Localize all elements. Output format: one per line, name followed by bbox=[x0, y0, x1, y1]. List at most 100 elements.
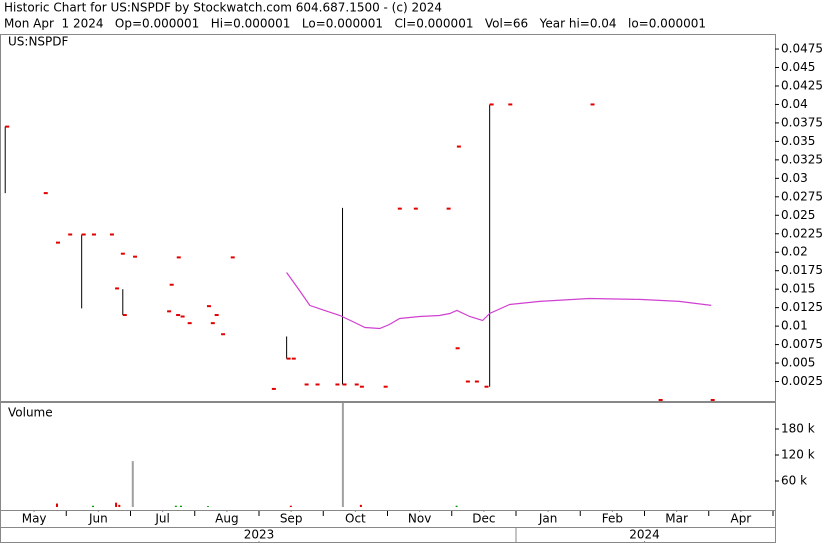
close-mark bbox=[91, 233, 96, 236]
close-mark bbox=[43, 192, 48, 195]
close-mark bbox=[291, 357, 296, 360]
year-tick-label: 2024 bbox=[629, 528, 660, 542]
y-tick-label: 0.0475 bbox=[781, 42, 823, 56]
close-mark bbox=[397, 207, 402, 210]
close-mark bbox=[474, 380, 479, 383]
x-tick-label: Apr bbox=[730, 512, 751, 526]
close-mark bbox=[710, 398, 715, 401]
close-mark bbox=[446, 207, 451, 210]
volume-bar bbox=[289, 505, 292, 507]
close-mark bbox=[590, 103, 595, 106]
volume-label: Volume bbox=[8, 406, 53, 420]
close-mark bbox=[120, 252, 125, 255]
y-tick-label: 0.0125 bbox=[781, 300, 823, 314]
y-tick-label: 0.03 bbox=[781, 171, 808, 185]
x-tick-label: Aug bbox=[215, 512, 238, 526]
moving-average bbox=[286, 272, 712, 330]
y-tick-label: 0.0025 bbox=[781, 374, 823, 388]
x-tick-label: Jun bbox=[88, 512, 108, 526]
volume-bar bbox=[91, 505, 94, 507]
close-mark bbox=[5, 125, 10, 128]
close-mark bbox=[465, 380, 470, 383]
volume-tick-label: 120 k bbox=[781, 448, 815, 462]
x-tick-label: Jan bbox=[538, 512, 558, 526]
close-mark bbox=[187, 322, 192, 325]
close-mark bbox=[206, 305, 211, 308]
y-tick-label: 0.02 bbox=[781, 245, 808, 259]
close-mark bbox=[271, 387, 276, 390]
close-mark bbox=[342, 383, 347, 386]
close-mark bbox=[176, 256, 181, 259]
close-mark bbox=[335, 383, 340, 386]
close-mark bbox=[115, 287, 120, 290]
close-mark bbox=[221, 333, 226, 336]
y-tick-label: 0.0175 bbox=[781, 263, 823, 277]
x-tick-label: Jul bbox=[154, 512, 169, 526]
close-mark bbox=[286, 357, 291, 360]
close-mark bbox=[214, 314, 219, 317]
y-tick-label: 0.035 bbox=[781, 134, 815, 148]
y-tick-label: 0.005 bbox=[781, 356, 815, 370]
close-mark bbox=[455, 347, 460, 350]
y-tick-label: 0.025 bbox=[781, 208, 815, 222]
volume-tick-label: 60 k bbox=[781, 474, 807, 488]
chart-subtitle: Mon Apr 1 2024 Op=0.000001 Hi=0.000001 L… bbox=[4, 17, 706, 31]
x-tick-label: Oct bbox=[345, 512, 366, 526]
x-tick-label: Mar bbox=[665, 512, 688, 526]
volume-bar bbox=[206, 506, 209, 507]
volume-bar bbox=[115, 502, 118, 507]
y-tick-label: 0.04 bbox=[781, 97, 808, 111]
close-mark bbox=[658, 398, 663, 401]
volume-bar bbox=[359, 504, 362, 507]
close-mark bbox=[176, 314, 181, 317]
close-mark bbox=[413, 207, 418, 210]
x-tick-label: Sep bbox=[280, 512, 303, 526]
volume-bar bbox=[179, 505, 182, 507]
y-tick-label: 0.0225 bbox=[781, 226, 823, 240]
close-mark bbox=[81, 233, 86, 236]
y-tick-label: 0.045 bbox=[781, 60, 815, 74]
close-mark bbox=[484, 385, 489, 388]
close-mark bbox=[122, 314, 127, 317]
close-mark bbox=[210, 322, 215, 325]
close-mark bbox=[508, 103, 513, 106]
close-mark bbox=[315, 383, 320, 386]
symbol-label: US:NSPDF bbox=[8, 35, 69, 49]
close-mark bbox=[304, 383, 309, 386]
close-mark bbox=[354, 383, 359, 386]
close-mark bbox=[383, 385, 388, 388]
volume-bar bbox=[55, 503, 58, 507]
volume-tick-label: 180 k bbox=[781, 422, 815, 436]
y-tick-label: 0.015 bbox=[781, 282, 815, 296]
y-tick-label: 0.0425 bbox=[781, 78, 823, 92]
y-tick-label: 0.0075 bbox=[781, 337, 823, 351]
y-tick-label: 0.0375 bbox=[781, 115, 823, 129]
volume-bar bbox=[174, 505, 177, 507]
close-mark bbox=[230, 256, 235, 259]
volume-bar bbox=[341, 403, 344, 507]
close-mark bbox=[109, 233, 114, 236]
y-tick-label: 0.01 bbox=[781, 319, 808, 333]
volume-bar bbox=[118, 504, 121, 507]
close-mark bbox=[489, 103, 494, 106]
x-tick-label: May bbox=[22, 512, 47, 526]
volume-bar bbox=[455, 505, 458, 507]
close-mark bbox=[55, 241, 60, 244]
close-mark bbox=[180, 315, 185, 318]
chart-title: Historic Chart for US:NSPDF by Stockwatc… bbox=[4, 1, 442, 15]
y-tick-label: 0.0325 bbox=[781, 152, 823, 166]
close-mark bbox=[68, 233, 73, 236]
x-tick-label: Nov bbox=[408, 512, 431, 526]
close-mark bbox=[359, 385, 364, 388]
y-tick-label: 0.0275 bbox=[781, 189, 823, 203]
close-mark bbox=[133, 255, 138, 258]
x-tick-label: Dec bbox=[472, 512, 495, 526]
x-tick-label: Feb bbox=[602, 512, 623, 526]
volume-bar bbox=[131, 461, 134, 507]
close-mark bbox=[167, 310, 172, 313]
year-tick-label: 2023 bbox=[244, 528, 275, 542]
price-panel bbox=[0, 34, 776, 402]
close-mark bbox=[456, 145, 461, 148]
